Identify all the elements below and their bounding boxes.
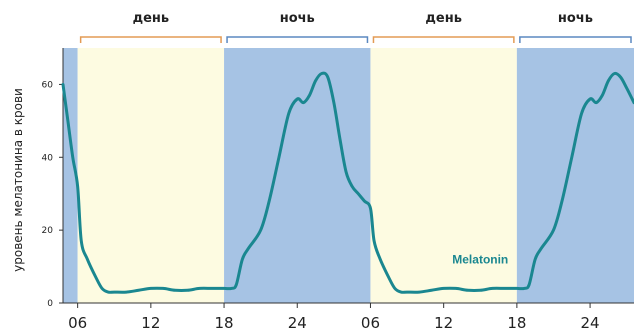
x-tick-label-4: 06 [361, 314, 380, 332]
x-tick-label-5: 12 [434, 314, 453, 332]
x-tick-label-2: 18 [215, 314, 234, 332]
period-bands [63, 48, 634, 303]
bracket-night-2 [226, 36, 369, 43]
x-tick-label-0: 06 [68, 314, 87, 332]
x-tick-label-1: 12 [141, 314, 160, 332]
bracket-day-3 [372, 36, 515, 43]
period-label-night-4: ночь [558, 11, 593, 26]
band-day-1 [77, 48, 225, 303]
period-brackets [79, 36, 632, 43]
series-layer [61, 71, 634, 294]
y-axis-label: уровень мелатонина в крови [11, 88, 25, 272]
period-label-day-1: день [133, 11, 170, 26]
series-line-melatonin [61, 71, 634, 294]
y-tick-label-0: 0 [47, 299, 53, 309]
band-night-4 [516, 48, 634, 303]
y-tick-label-60: 60 [42, 80, 54, 90]
bracket-night-4 [519, 36, 632, 43]
y-ticks: 0 20 40 60 [42, 80, 63, 309]
period-labels: день ночь день ночь [133, 11, 593, 26]
y-tick-label-40: 40 [42, 153, 54, 163]
x-ticks: 06 12 18 24 06 12 18 24 [68, 303, 600, 332]
period-label-night-2: ночь [280, 11, 315, 26]
x-tick-label-7: 24 [581, 314, 600, 332]
period-label-day-3: день [425, 11, 462, 26]
x-tick-label-3: 24 [288, 314, 307, 332]
series-annotation-melatonin: Melatonin [452, 253, 508, 267]
y-tick-label-20: 20 [42, 226, 54, 236]
x-tick-label-6: 18 [507, 314, 526, 332]
band-day-3 [370, 48, 517, 303]
bracket-day-1 [79, 36, 222, 43]
